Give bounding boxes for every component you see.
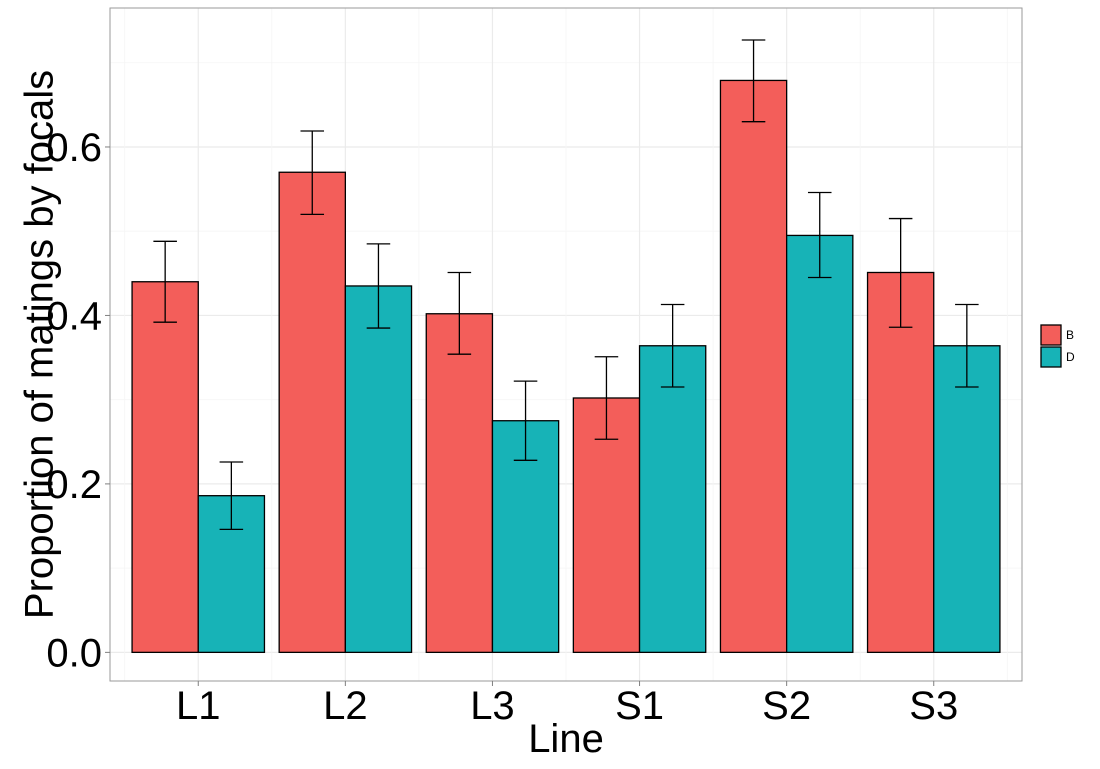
x-axis: L1 L2 L3 S1 S2 S3: [176, 681, 958, 728]
y-axis-title: Proportion of matings by focals: [18, 70, 62, 619]
bar-B-L3: [425, 313, 494, 654]
x-axis-title: Line: [528, 717, 604, 761]
bars: [131, 79, 1001, 654]
bar-D-S3: [933, 345, 1001, 654]
bar-B-S2: [719, 79, 788, 654]
bar-B-L1: [131, 281, 199, 654]
x-tick-label-L3: L3: [470, 684, 515, 728]
y-tick-label: 0.0: [46, 631, 102, 675]
x-tick-label-L2: L2: [323, 684, 368, 728]
bar-D-S2: [785, 234, 854, 654]
legend: BD: [1040, 324, 1075, 368]
error-bars: [153, 39, 979, 531]
x-tick-label-S2: S2: [762, 684, 811, 728]
plot-panel-border: [109, 7, 1023, 682]
legend-label-B: B: [1066, 328, 1074, 342]
legend-key-D: [1040, 346, 1062, 368]
bar-D-S1: [638, 345, 707, 654]
x-tick-label-S3: S3: [909, 684, 958, 728]
legend-label-D: D: [1066, 350, 1075, 364]
bar-B-S3: [866, 271, 935, 654]
x-tick-label-L1: L1: [176, 684, 221, 728]
y-tick-label: 0.6: [46, 126, 102, 170]
y-axis: 0.0 0.2 0.4 0.6: [46, 126, 110, 675]
bar-B-L2: [278, 171, 347, 654]
y-tick-label: 0.2: [46, 463, 102, 507]
legend-key-B: [1040, 324, 1062, 346]
bar-D-L2: [344, 285, 413, 654]
y-tick-label: 0.4: [46, 294, 102, 338]
x-tick-label-S1: S1: [615, 684, 664, 728]
